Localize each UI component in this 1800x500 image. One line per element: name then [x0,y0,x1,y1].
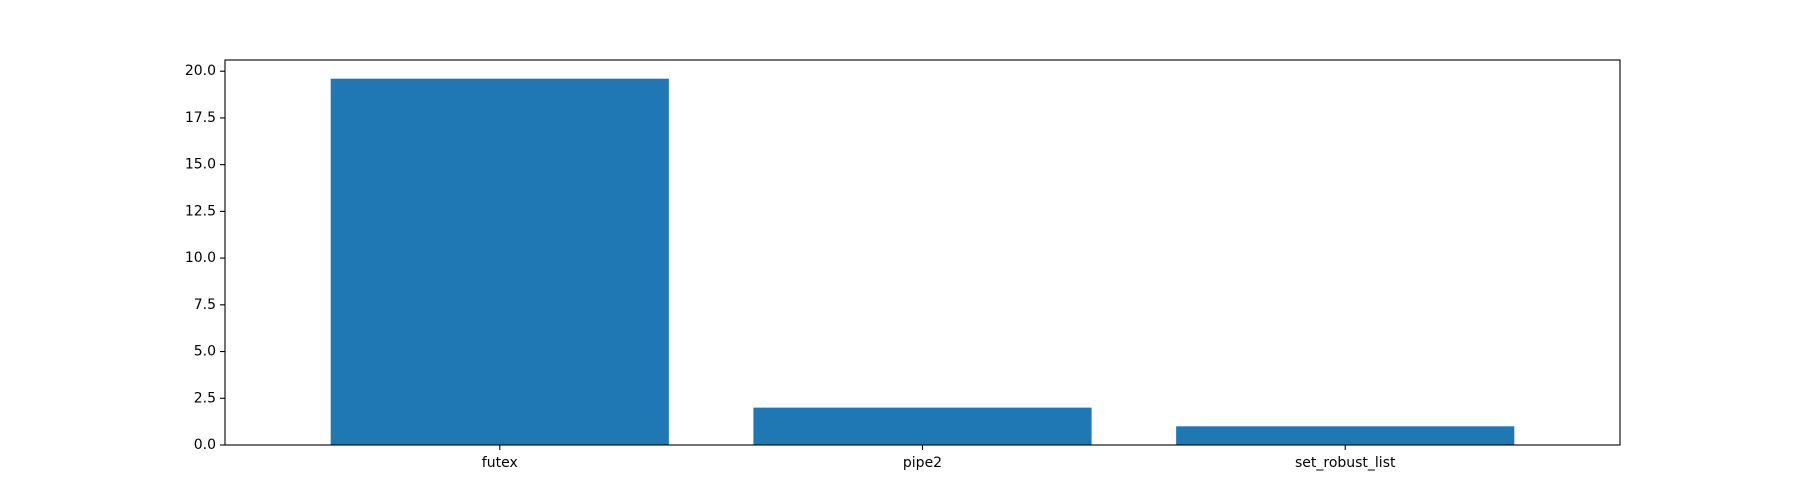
y-tick-label: 10.0 [185,250,216,266]
y-axis: 0.0 2.5 5.0 7.5 10.0 12.5 15.0 17.5 20.0 [185,63,225,453]
y-tick-label: 15.0 [185,157,216,173]
x-tick-label-set-robust-list: set_robust_list [1295,455,1396,471]
y-tick-label: 5.0 [194,344,216,360]
y-tick-label: 20.0 [185,63,216,79]
y-tick-label: 12.5 [185,203,216,219]
bars-layer [330,78,1515,445]
x-tick-label-futex: futex [482,455,518,471]
x-axis: futex pipe2 set_robust_list [482,445,1396,471]
bar-pipe2 [753,407,1092,445]
y-tick-label: 17.5 [185,110,216,126]
x-tick-label-pipe2: pipe2 [903,455,942,471]
bar-futex [330,78,669,445]
y-tick-label: 2.5 [194,390,216,406]
y-tick-label: 0.0 [194,437,216,453]
y-tick-label: 7.5 [194,297,216,313]
bar-set-robust-list [1176,426,1515,445]
